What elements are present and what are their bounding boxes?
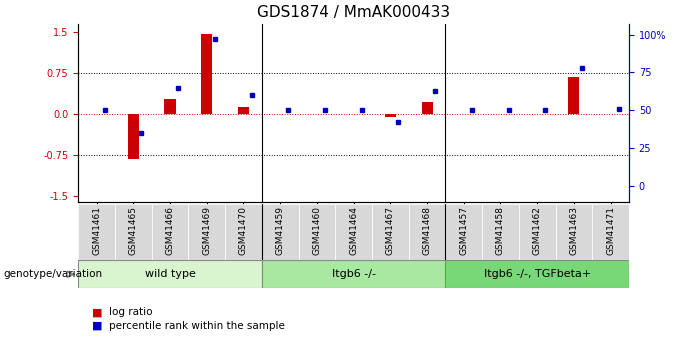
Bar <box>201 34 212 114</box>
Bar <box>152 204 188 260</box>
Bar <box>225 204 262 260</box>
Text: GSM41471: GSM41471 <box>606 206 615 255</box>
Bar <box>78 260 262 288</box>
Bar <box>482 204 519 260</box>
Text: GSM41457: GSM41457 <box>459 206 469 255</box>
Text: GSM41465: GSM41465 <box>129 206 138 255</box>
Bar <box>372 204 409 260</box>
Bar <box>445 204 482 260</box>
Bar <box>568 77 579 114</box>
Text: genotype/variation: genotype/variation <box>3 269 103 279</box>
Text: GSM41462: GSM41462 <box>532 206 542 255</box>
Text: GSM41469: GSM41469 <box>202 206 211 255</box>
Text: Itgb6 -/-: Itgb6 -/- <box>332 269 375 279</box>
Bar <box>78 204 115 260</box>
Bar <box>128 114 139 159</box>
Bar <box>238 107 249 114</box>
Text: GSM41459: GSM41459 <box>275 206 285 255</box>
Text: Itgb6 -/-, TGFbeta+: Itgb6 -/-, TGFbeta+ <box>483 269 591 279</box>
Bar <box>262 260 445 288</box>
Text: GSM41458: GSM41458 <box>496 206 505 255</box>
Text: wild type: wild type <box>145 269 195 279</box>
Bar <box>262 204 299 260</box>
Bar <box>385 114 396 117</box>
Text: ■: ■ <box>92 321 102 331</box>
Text: GSM41463: GSM41463 <box>569 206 579 255</box>
Bar <box>115 204 152 260</box>
Bar <box>422 102 432 114</box>
Title: GDS1874 / MmAK000433: GDS1874 / MmAK000433 <box>257 5 450 20</box>
Bar <box>519 204 556 260</box>
Text: GSM41460: GSM41460 <box>312 206 322 255</box>
Text: GSM41461: GSM41461 <box>92 206 101 255</box>
Bar <box>335 204 372 260</box>
Text: GSM41470: GSM41470 <box>239 206 248 255</box>
Text: log ratio: log ratio <box>109 307 152 317</box>
Text: percentile rank within the sample: percentile rank within the sample <box>109 321 285 331</box>
Bar <box>592 204 629 260</box>
Bar <box>445 260 629 288</box>
Text: ■: ■ <box>92 307 102 317</box>
Bar <box>409 204 445 260</box>
Text: GSM41464: GSM41464 <box>349 206 358 255</box>
Text: GSM41467: GSM41467 <box>386 206 395 255</box>
Text: GSM41468: GSM41468 <box>422 206 432 255</box>
Bar <box>165 99 175 114</box>
Text: GSM41466: GSM41466 <box>165 206 175 255</box>
Bar <box>188 204 225 260</box>
Bar <box>299 204 335 260</box>
Bar <box>556 204 592 260</box>
